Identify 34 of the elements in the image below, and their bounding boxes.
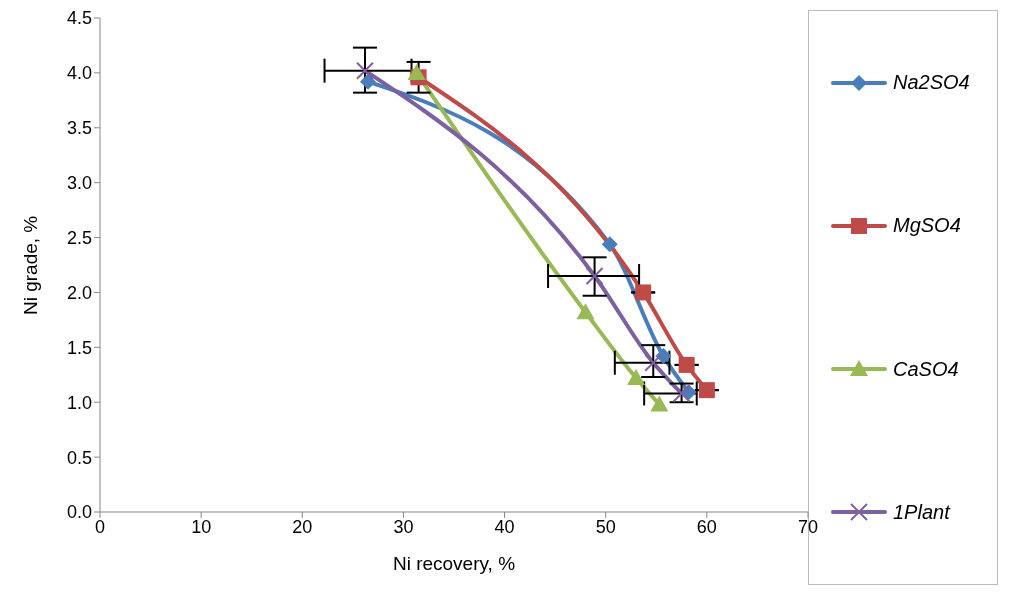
point <box>360 73 377 90</box>
point <box>635 284 652 301</box>
point <box>678 356 695 373</box>
y-tick-label: 2.0 <box>66 282 92 303</box>
y-tick-label: 0.5 <box>66 447 92 468</box>
x-tick-label: 0 <box>94 516 106 537</box>
y-axis-title: Ni grade, % <box>19 215 41 315</box>
y-tick-label: 2.5 <box>66 227 92 248</box>
y-tick-label: 3.0 <box>66 173 92 194</box>
y-tick-label: 1.0 <box>66 392 92 413</box>
x-tick-label: 50 <box>595 516 616 537</box>
point <box>698 382 715 399</box>
point <box>650 395 669 412</box>
point <box>601 236 618 253</box>
y-tick-label: 4.5 <box>66 8 92 29</box>
point <box>576 303 595 320</box>
x-tick-label: 20 <box>292 516 313 537</box>
x-axis-title: Ni recovery, % <box>392 553 516 574</box>
point <box>627 369 646 386</box>
y-tick-label: 3.5 <box>66 118 92 139</box>
legend-label: MgSO4 <box>893 214 961 238</box>
y-tick-label: 0.0 <box>66 502 92 523</box>
x-tick-label: 70 <box>797 516 819 537</box>
x-tick-label: 10 <box>191 516 212 537</box>
x-tick-label: 60 <box>696 516 717 537</box>
point <box>407 63 426 80</box>
legend-label: Na2SO4 <box>893 71 970 95</box>
y-tick-label: 4.0 <box>66 63 92 84</box>
y-tick-label: 1.5 <box>66 337 92 358</box>
x-tick-label: 40 <box>494 516 515 537</box>
legend-label: 1Plant <box>893 500 950 524</box>
legend-label: CaSO4 <box>893 357 959 381</box>
x-tick-label: 30 <box>393 516 414 537</box>
point <box>655 348 672 365</box>
